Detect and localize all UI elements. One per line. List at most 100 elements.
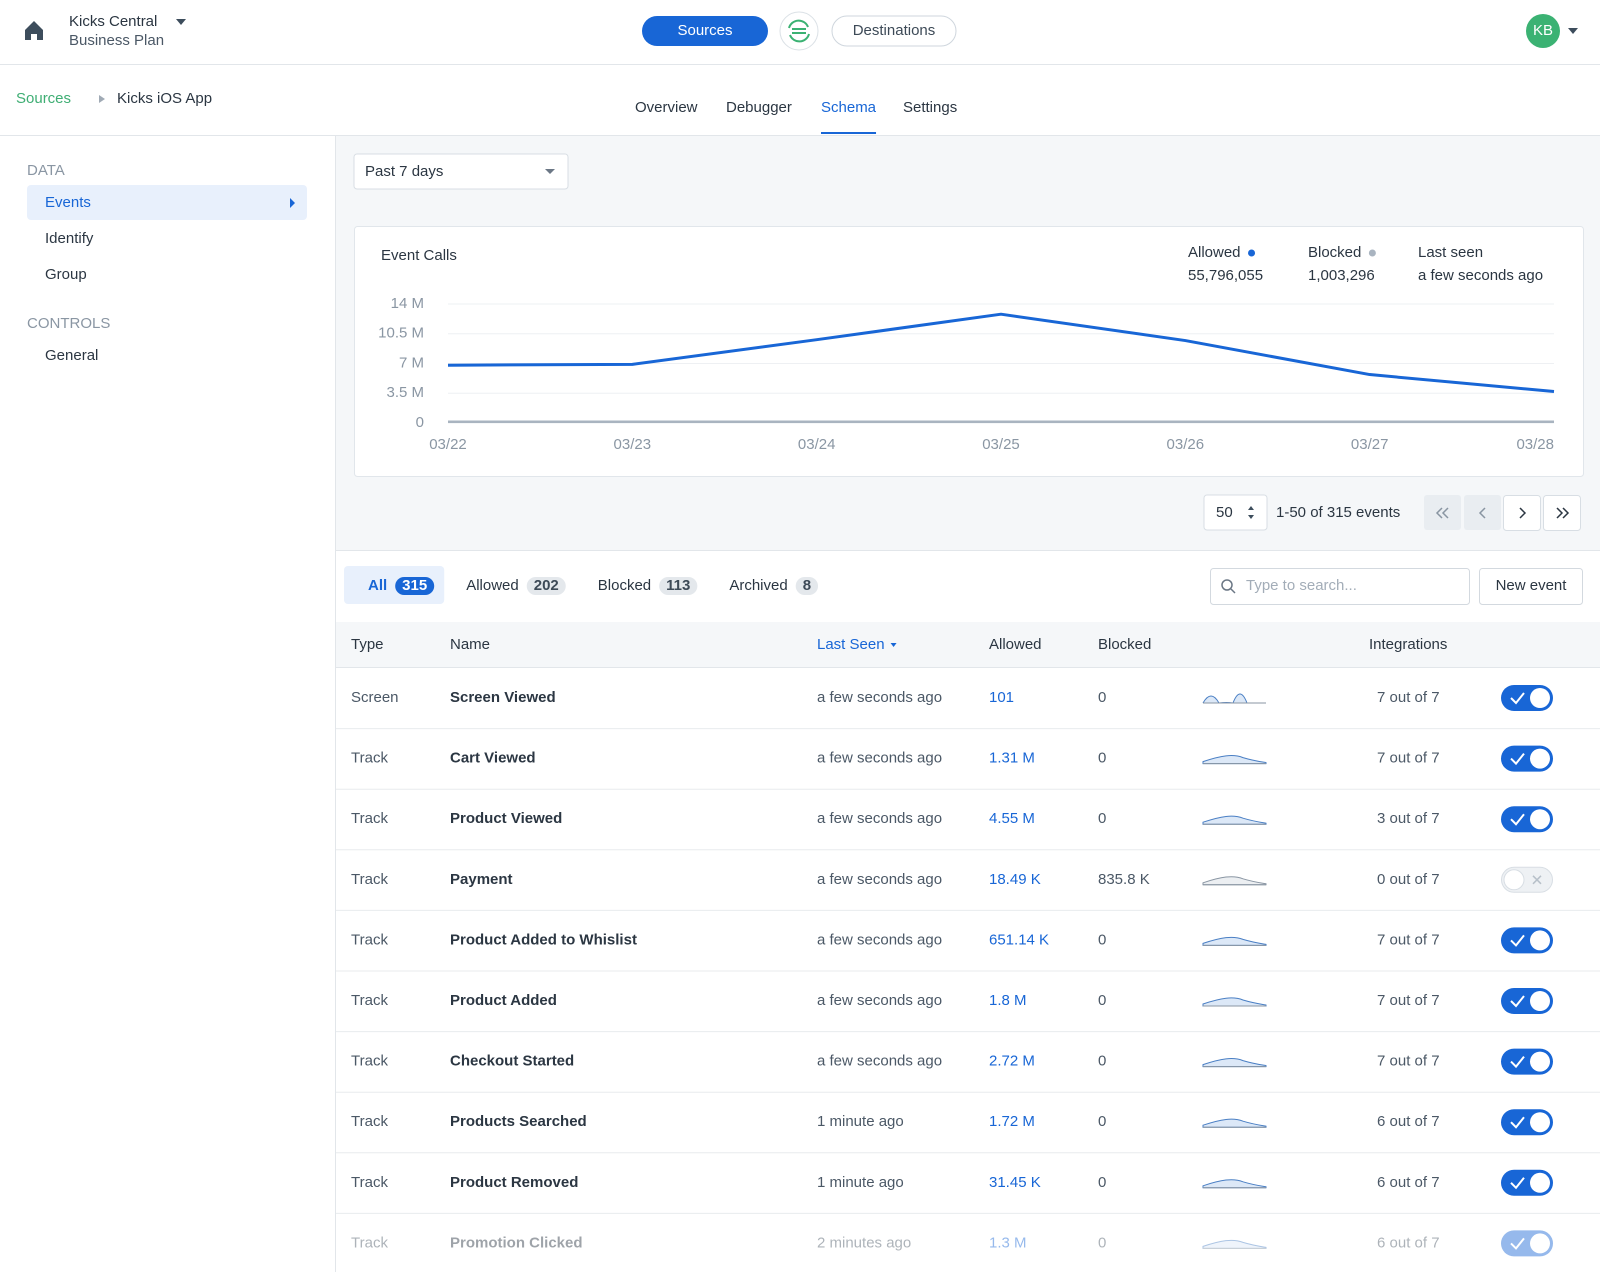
page-size[interactable]: 50 [1216,504,1233,521]
cell-last-seen: a few seconds ago [817,992,942,1009]
cell-blocked: 0 [1098,1113,1106,1130]
date-range[interactable]: Past 7 days [365,163,443,180]
new-event-button[interactable] [1479,568,1583,605]
tab[interactable]: Overview [635,99,698,116]
avatar[interactable] [1526,14,1560,48]
search-placeholder[interactable]: Type to search... [1246,577,1357,594]
next-page-button[interactable] [1503,495,1541,531]
cell-blocked: 0 [1098,1053,1106,1070]
sidebar-item[interactable]: Events [45,194,91,211]
cell-name[interactable]: Product Added to Whislist [450,931,637,948]
toggle[interactable] [1501,1109,1553,1136]
home-icon[interactable] [25,21,43,40]
legend-dot [1368,249,1376,257]
legend-label: Allowed [1188,244,1241,261]
filter-label[interactable]: Allowed [466,577,519,594]
toggle-knob[interactable] [1530,748,1550,769]
nav-pill[interactable] [831,15,957,47]
tab[interactable]: Schema [821,99,877,116]
toggle[interactable] [1501,1169,1553,1196]
tab[interactable]: Debugger [726,99,792,116]
cell-name[interactable]: Payment [450,871,513,888]
chart-card [354,226,1584,477]
filter-tab[interactable]: Allowed 202 [466,577,566,595]
y-tick-label: 7 M [399,354,424,371]
toggle[interactable] [1501,745,1553,772]
toggle-track[interactable] [1501,1230,1553,1257]
filter-tab[interactable]: Archived 8 [729,577,819,595]
toggle[interactable] [1501,685,1553,711]
breadcrumb-link[interactable]: Sources [16,90,71,107]
x-tick-label: 03/24 [798,436,836,453]
nav-pill[interactable] [642,16,768,46]
tab-underline [821,132,877,134]
nav-sources[interactable]: Sources [677,22,732,39]
sync-button[interactable] [779,11,819,51]
cell-name[interactable]: Product Removed [450,1174,578,1191]
toggle-knob[interactable] [1530,1172,1550,1193]
sidebar-item[interactable]: Group [45,266,87,283]
toggle-knob[interactable] [1530,809,1550,830]
cell-integrations: 6 out of 7 [1377,1174,1440,1191]
cell-type: Track [351,931,388,948]
toggle-knob[interactable] [1530,1112,1550,1133]
new-event-label[interactable]: New event [1496,577,1568,594]
toggle-knob[interactable] [1530,688,1550,708]
filter-count[interactable]: 202 [534,577,559,594]
filter-label[interactable]: Blocked [598,577,651,594]
filter-tab[interactable]: All 315 [344,566,445,604]
toggle[interactable] [1501,866,1553,893]
cell-name[interactable]: Screen Viewed [450,689,556,706]
filter-badge [395,577,435,595]
cell-name[interactable]: Products Searched [450,1113,587,1130]
prev-page-button[interactable] [1464,495,1501,530]
column-header[interactable]: Last Seen [817,636,885,653]
cell-name[interactable]: Checkout Started [450,1053,574,1070]
last-seen-value: a few seconds ago [1418,267,1543,284]
cell-last-seen: a few seconds ago [817,931,942,948]
tab[interactable]: Settings [903,99,957,116]
cell-name[interactable]: Product Added [450,992,557,1009]
filter-count[interactable]: 113 [666,577,690,594]
toggle[interactable] [1501,988,1553,1014]
filter-count[interactable]: 315 [402,577,427,594]
toggle-knob[interactable] [1530,991,1550,1011]
cell-type: Track [351,1053,388,1070]
cell-name[interactable]: Product Viewed [450,810,562,827]
org-name[interactable]: Kicks Central [69,13,157,30]
page-size-select[interactable] [1203,494,1268,531]
toggle[interactable] [1501,927,1553,954]
toggle-knob[interactable] [1530,930,1550,951]
filter-label[interactable]: All [368,577,387,594]
toggle-knob[interactable] [1503,869,1525,891]
cell-blocked: 835.8 K [1098,871,1150,888]
cell-name[interactable]: Promotion Clicked [450,1234,583,1251]
toggle[interactable] [1501,1230,1553,1257]
filter-label[interactable]: Archived [729,577,787,594]
toggle[interactable] [1501,1048,1553,1075]
legend-total: 55,796,055 [1188,267,1263,284]
caret-icon[interactable] [1568,28,1578,34]
cell-last-seen: 2 minutes ago [817,1234,911,1251]
nav-destinations[interactable]: Destinations [853,22,936,39]
cell-type: Track [351,1234,388,1251]
toggle[interactable] [1501,806,1553,833]
cell-allowed: 18.49 K [989,871,1041,888]
filter-tab[interactable]: Blocked 113 [598,577,698,595]
y-tick-label: 10.5 M [378,325,424,342]
search-box[interactable] [1210,568,1470,605]
cell-integrations: 7 out of 7 [1377,1053,1440,1070]
sidebar-item[interactable]: Identify [45,230,94,247]
date-dropdown[interactable] [353,153,569,190]
cell-allowed: 1.8 M [989,992,1027,1009]
toggle-knob[interactable] [1530,1051,1550,1072]
y-tick-label: 3.5 M [386,384,424,401]
caret-icon[interactable] [176,19,186,25]
toggle-knob[interactable] [1530,1233,1550,1254]
legend-label: Blocked [1308,244,1361,261]
filter-count[interactable]: 8 [803,577,811,594]
legend-dot [1248,249,1256,257]
sidebar-item[interactable]: General [45,347,98,364]
cell-name[interactable]: Cart Viewed [450,750,536,767]
avatar-initials[interactable]: KB [1533,22,1553,39]
